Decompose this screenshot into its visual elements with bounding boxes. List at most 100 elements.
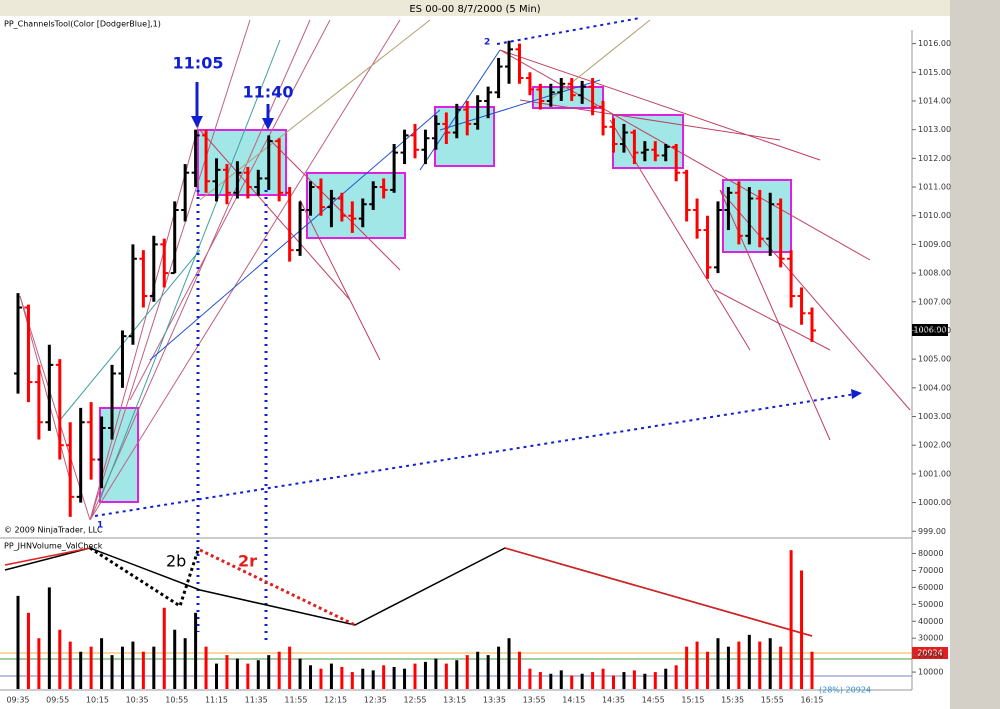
- volume-bar: [423, 661, 427, 689]
- volume-bar: [215, 663, 218, 689]
- volume-bar: [246, 663, 250, 689]
- volume-bar: [737, 641, 741, 689]
- x-tick-label: 10:15: [86, 696, 109, 705]
- y-tick-label: 999.00: [918, 527, 946, 536]
- volume-bar: [26, 612, 30, 689]
- x-tick-label: 11:15: [205, 696, 228, 705]
- volume-bar: [685, 646, 689, 689]
- last-price-box: [912, 324, 948, 336]
- x-tick-label: 13:15: [443, 696, 466, 705]
- volume-bar: [549, 673, 553, 689]
- chart-title: ES 00-00 8/7/2000 (5 Min): [409, 4, 540, 15]
- x-tick-label: 14:55: [642, 696, 665, 705]
- volume-bar: [726, 646, 730, 689]
- y-tick-label: 1012.00: [918, 154, 951, 163]
- volume-bar: [434, 658, 438, 689]
- volume-bar: [455, 660, 459, 689]
- volume-bar: [350, 672, 354, 689]
- y-tick-label: 80000: [918, 549, 943, 558]
- volume-bar: [37, 638, 41, 689]
- x-tick-label: 14:35: [602, 696, 625, 705]
- volume-bar: [256, 660, 260, 689]
- volume-bar: [110, 655, 114, 689]
- trend-line: [59, 39, 281, 501]
- volume-bar: [612, 675, 615, 689]
- volume-bar: [131, 641, 135, 689]
- y-tick-label: 50000: [918, 600, 943, 609]
- projection-line: [496, 17, 641, 45]
- y-tick-label: 30000: [918, 634, 943, 643]
- volume-bar: [716, 638, 720, 689]
- volume-bar: [559, 670, 563, 689]
- swing-dotted: [89, 546, 200, 609]
- annotation: 2r: [238, 552, 257, 571]
- volume-bar: [173, 629, 177, 689]
- x-tick-label: 10:55: [165, 696, 188, 705]
- y-tick-label: 1000.00: [918, 498, 951, 507]
- volume-bar: [465, 655, 469, 689]
- y-tick-label: 1003.00: [918, 412, 951, 421]
- volume-bar: [800, 570, 804, 689]
- volume-bar: [403, 668, 407, 689]
- annotation: 2b: [166, 552, 186, 571]
- x-tick-label: 12:55: [403, 696, 426, 705]
- side-panel: [950, 0, 1000, 709]
- volume-bar: [538, 672, 542, 689]
- volume-bar: [758, 641, 762, 689]
- y-tick-label: 70000: [918, 566, 943, 575]
- volume-bar: [695, 641, 699, 689]
- volume-bar: [47, 587, 51, 689]
- volume-bar: [476, 651, 480, 689]
- volume-bar: [779, 646, 783, 689]
- arrow-head: [262, 118, 274, 130]
- volume-bar: [643, 673, 647, 689]
- volume-bar: [89, 646, 93, 689]
- volume-bar: [361, 668, 365, 689]
- annotation: 11:40: [243, 83, 294, 102]
- y-tick-label: 1005.00: [918, 355, 951, 364]
- last-price-label: 1006.00: [913, 326, 946, 335]
- y-tick-label: 40000: [918, 617, 943, 626]
- trend-line: [199, 49, 911, 441]
- zone: [434, 106, 495, 167]
- volume-bar: [653, 672, 657, 689]
- volume-bar: [162, 607, 166, 689]
- x-tick-label: 10:35: [126, 696, 149, 705]
- volume-bar: [235, 658, 239, 689]
- volume-bar: [68, 641, 72, 689]
- volume-bar: [267, 655, 271, 689]
- x-tick-label: 11:55: [284, 696, 307, 705]
- volume-bar: [79, 651, 83, 689]
- y-tick-label: 1016.00: [918, 39, 951, 48]
- copyright: © 2009 NinjaTrader, LLC: [4, 526, 103, 535]
- volume-value-box: [912, 647, 948, 659]
- arrow-head: [851, 389, 862, 399]
- x-tick-label: 12:15: [324, 696, 347, 705]
- x-tick-label: 09:55: [46, 696, 69, 705]
- annotation: 2: [484, 38, 490, 48]
- y-tick-label: 1008.00: [918, 269, 951, 278]
- volume-bar: [413, 663, 417, 689]
- volume-bar: [141, 651, 145, 689]
- swing-line: [4, 547, 813, 637]
- volume-bar: [288, 646, 292, 689]
- volume-bar: [706, 651, 710, 689]
- x-tick-label: 13:55: [523, 696, 546, 705]
- volume-bar: [100, 638, 104, 689]
- annotation: 1: [97, 521, 103, 531]
- y-tick-label: 1013.00: [918, 125, 951, 134]
- volume-bar: [194, 612, 198, 689]
- volume-bar: [768, 638, 772, 689]
- y-tick-label: 1011.00: [918, 183, 951, 192]
- y-tick-label: 1014.00: [918, 96, 951, 105]
- volume-bar: [486, 655, 490, 689]
- projection-line: [94, 393, 856, 517]
- volume-bar: [58, 629, 62, 689]
- y-tick-label: 1009.00: [918, 240, 951, 249]
- x-tick-label: 13:35: [483, 696, 506, 705]
- volume-bar: [528, 668, 532, 689]
- volume-bar: [789, 550, 793, 689]
- volume-title: PP_JHNVolume_ValCheck: [4, 542, 103, 551]
- volume-bar: [444, 663, 448, 689]
- y-tick-label: 1004.00: [918, 383, 951, 392]
